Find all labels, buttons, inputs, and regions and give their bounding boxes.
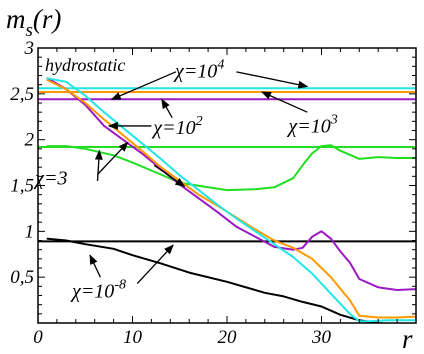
series-layer bbox=[38, 77, 416, 323]
annotation-arrow bbox=[261, 91, 308, 113]
annotation-arrow bbox=[236, 71, 309, 89]
annotation-chi-1e2: χ=102 bbox=[107, 98, 203, 139]
annotation-chi-3: χ=3 bbox=[33, 141, 186, 190]
y-tick-label: 2 bbox=[25, 130, 35, 151]
x-tick-label: 20 bbox=[218, 327, 238, 348]
annotation-label-chi-3: χ=3 bbox=[33, 168, 67, 190]
annotation-arrow bbox=[161, 98, 173, 118]
y-tick-label: 0,5 bbox=[10, 267, 34, 288]
annotation-arrow bbox=[153, 164, 186, 187]
annotation-label-chi-1e2: χ=102 bbox=[151, 114, 202, 139]
y-tick-label: 1,5 bbox=[10, 176, 34, 197]
y-tick-label: 3 bbox=[24, 38, 35, 59]
y-axis-label: ms(r) bbox=[6, 4, 61, 41]
annotation-arrow bbox=[94, 149, 103, 181]
annotation-label-chi-1e4: χ=104 bbox=[173, 57, 224, 82]
annotation-chi-1e4: χ=104 bbox=[110, 57, 309, 100]
hydrostatic-label: hydrostatic bbox=[45, 55, 125, 75]
annotation-arrow bbox=[97, 141, 129, 175]
series-line-chi_1e4 bbox=[46, 77, 416, 323]
y-tick-label: 2,5 bbox=[10, 84, 34, 105]
annotation-arrow bbox=[89, 254, 101, 278]
axes-layer: 0 10 20 30 0,5 1 1,5 2 2,5 3 bbox=[10, 38, 417, 348]
x-tick-label: 0 bbox=[33, 327, 43, 348]
annotation-label-chi-1e-8: χ=10-8 bbox=[70, 277, 126, 302]
x-tick-label: 10 bbox=[123, 327, 143, 348]
x-tick-label: 30 bbox=[311, 327, 332, 348]
annotation-label-chi-1e3: χ=103 bbox=[286, 112, 337, 137]
series-line-chi_1e2 bbox=[46, 77, 416, 291]
series-line-chi_3 bbox=[46, 144, 416, 192]
annotation-arrow bbox=[136, 244, 174, 285]
x-axis-label: r bbox=[402, 324, 413, 354]
annotation-arrow bbox=[110, 71, 177, 100]
y-tick-label: 1 bbox=[25, 221, 35, 242]
annotation-chi-1e3: χ=103 bbox=[261, 91, 338, 137]
annotation-layer: χ=104 χ=102 χ=103 χ=3 χ=10-8 bbox=[33, 57, 338, 302]
annotation-chi-1e-8: χ=10-8 bbox=[70, 244, 174, 302]
